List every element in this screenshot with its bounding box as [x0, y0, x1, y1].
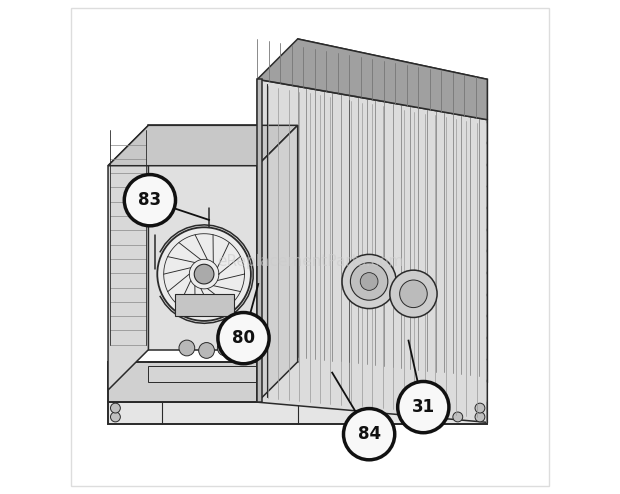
Circle shape — [360, 273, 378, 290]
Polygon shape — [257, 125, 298, 402]
Circle shape — [355, 412, 364, 422]
Circle shape — [475, 403, 485, 413]
Polygon shape — [108, 125, 148, 390]
Text: 83: 83 — [138, 191, 161, 209]
Polygon shape — [257, 39, 487, 120]
Polygon shape — [148, 125, 298, 350]
Polygon shape — [148, 366, 298, 382]
Text: eReplacementParts.com: eReplacementParts.com — [217, 254, 403, 269]
Circle shape — [179, 340, 195, 356]
Text: 84: 84 — [358, 425, 381, 443]
Circle shape — [110, 412, 120, 422]
Circle shape — [342, 254, 396, 309]
Circle shape — [397, 381, 449, 433]
Circle shape — [157, 227, 251, 321]
Polygon shape — [298, 39, 487, 382]
Circle shape — [124, 174, 175, 226]
Circle shape — [218, 340, 233, 356]
Circle shape — [198, 342, 215, 358]
Circle shape — [390, 270, 437, 318]
Text: 80: 80 — [232, 329, 255, 347]
Polygon shape — [108, 402, 487, 424]
Circle shape — [343, 409, 395, 460]
Circle shape — [350, 263, 388, 300]
Polygon shape — [257, 80, 487, 422]
Circle shape — [453, 412, 463, 422]
Circle shape — [475, 412, 485, 422]
Circle shape — [110, 403, 120, 413]
Polygon shape — [108, 362, 487, 402]
Text: 31: 31 — [412, 398, 435, 416]
Polygon shape — [108, 125, 298, 165]
Circle shape — [400, 280, 427, 308]
Polygon shape — [175, 294, 234, 316]
Polygon shape — [257, 80, 262, 402]
Circle shape — [218, 313, 269, 364]
Circle shape — [194, 264, 214, 284]
